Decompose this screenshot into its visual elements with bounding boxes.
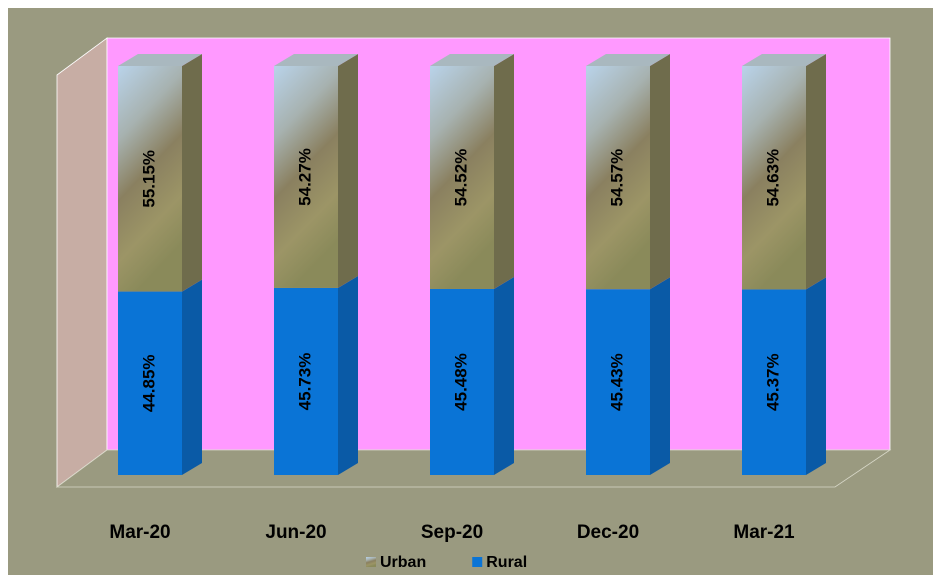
bar-segment (274, 287, 338, 475)
data-label: 44.85% (139, 354, 158, 412)
data-label: 45.73% (295, 353, 314, 411)
legend-swatch (472, 557, 483, 567)
x-tick-label: Jun-20 (265, 522, 326, 543)
legend-label: Urban (380, 554, 426, 571)
bar-top (742, 54, 826, 66)
x-tick-label: Dec-20 (577, 522, 639, 543)
bar-segment (586, 289, 650, 475)
data-label: 54.52% (451, 149, 470, 207)
data-label: 54.63% (763, 149, 782, 207)
bar-side (494, 276, 514, 475)
bar-side (650, 277, 670, 475)
legend-swatch (366, 557, 376, 567)
bar-side (806, 277, 826, 475)
bar-segment (586, 66, 650, 290)
bar-segment (742, 66, 806, 290)
bar-side (338, 54, 358, 288)
x-tick-label: Sep-20 (421, 522, 483, 543)
bar-segment (118, 66, 182, 292)
data-label: 54.27% (295, 148, 314, 206)
bar-top (430, 54, 514, 66)
bar-top (586, 54, 670, 66)
bar-top (118, 54, 202, 66)
bar-top (274, 54, 358, 66)
legend-label: Rural (486, 554, 527, 571)
data-label: 55.15% (139, 150, 158, 208)
bar-side (650, 54, 670, 290)
data-label: 45.37% (763, 353, 782, 411)
bar-segment (430, 66, 494, 289)
bar-side (806, 54, 826, 290)
bar-segment (430, 288, 494, 475)
bar-side (338, 275, 358, 475)
bar-side (494, 54, 514, 289)
bar-side (182, 279, 202, 475)
data-label: 45.48% (451, 353, 470, 411)
data-label: 45.43% (607, 353, 626, 411)
bar-segment (118, 291, 182, 475)
bar-segment (742, 289, 806, 475)
data-label: 54.57% (607, 149, 626, 207)
bar-segment (274, 66, 338, 288)
x-tick-label: Mar-20 (109, 522, 170, 543)
bar-side (182, 54, 202, 292)
side-wall (56, 37, 108, 488)
x-tick-label: Mar-21 (733, 522, 795, 543)
